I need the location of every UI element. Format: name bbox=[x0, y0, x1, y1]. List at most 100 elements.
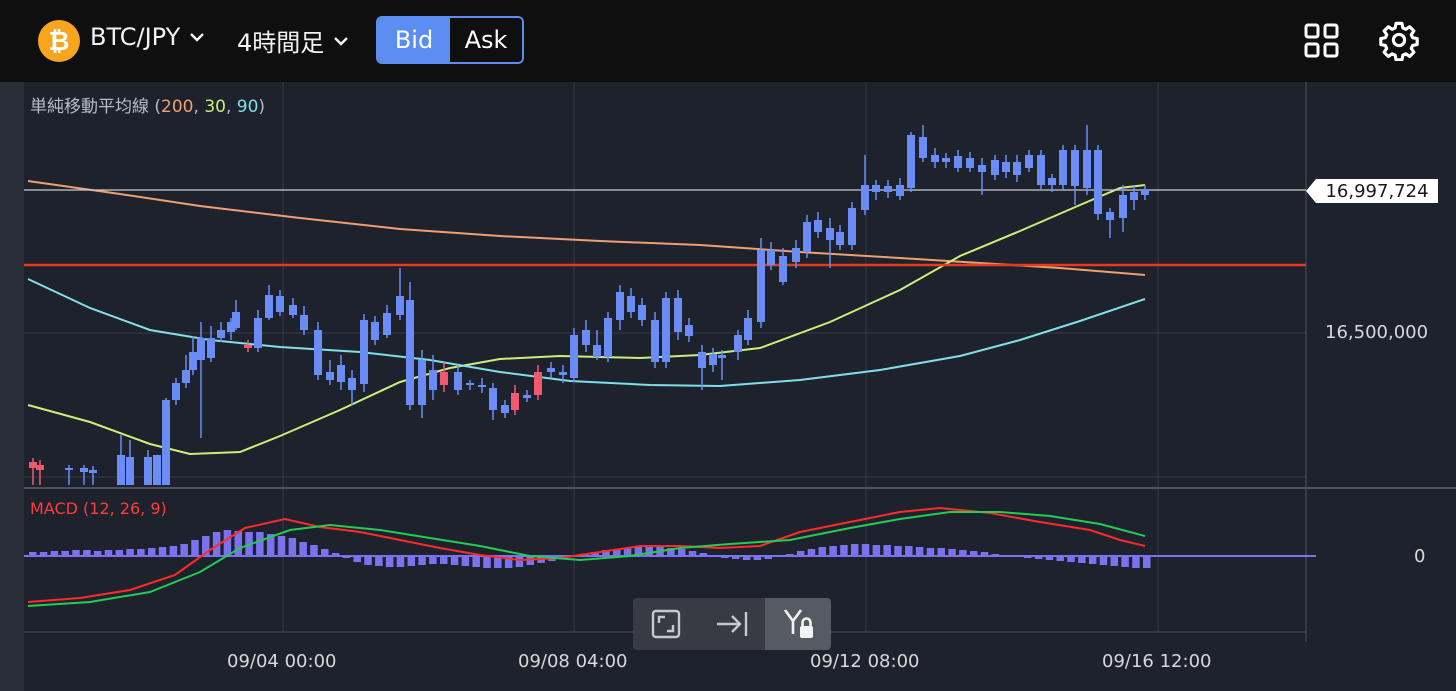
macd-histogram-bar bbox=[634, 547, 643, 556]
candle-body bbox=[931, 155, 939, 162]
timeframe-selector[interactable]: 4時間足 bbox=[237, 23, 350, 58]
macd-histogram-bar bbox=[61, 551, 69, 556]
candle-body bbox=[348, 378, 356, 390]
macd-histogram-bar bbox=[905, 546, 913, 556]
candle-body bbox=[836, 232, 844, 245]
macd-histogram-bar bbox=[72, 550, 80, 556]
candle-body bbox=[232, 312, 240, 328]
candle-body bbox=[406, 300, 414, 405]
macd-histogram-bar bbox=[1045, 556, 1054, 560]
macd-histogram-bar bbox=[1067, 556, 1075, 562]
candle-body bbox=[767, 250, 775, 265]
macd-histogram-bar bbox=[515, 556, 524, 567]
macd-histogram-bar bbox=[1110, 556, 1119, 566]
candle-body bbox=[547, 368, 555, 372]
grid-layout-icon[interactable] bbox=[1302, 21, 1342, 61]
candle-body bbox=[1130, 192, 1138, 200]
bitcoin-symbol: ₿ bbox=[48, 26, 70, 57]
macd-histogram-bar bbox=[483, 556, 491, 568]
macd-histogram-bar bbox=[959, 550, 967, 556]
candle-body bbox=[337, 365, 345, 382]
candle-body bbox=[803, 222, 811, 252]
macd-histogram-bar bbox=[191, 540, 199, 556]
macd-histogram-bar bbox=[223, 530, 232, 556]
macd-histogram-bar bbox=[504, 556, 513, 568]
candle-body bbox=[1013, 162, 1021, 175]
macd-histogram-bar bbox=[591, 552, 599, 556]
macd-histogram-bar bbox=[450, 556, 459, 565]
macd-histogram-bar bbox=[1132, 556, 1140, 568]
macd-histogram-bar bbox=[1056, 556, 1064, 561]
candle-body bbox=[265, 295, 273, 318]
candle-body bbox=[440, 372, 448, 385]
candle-body bbox=[1048, 178, 1056, 185]
pair-selector[interactable]: BTC/JPY bbox=[90, 23, 206, 51]
candle-body bbox=[489, 388, 497, 410]
macd-histogram-bar bbox=[104, 550, 113, 556]
y-axis-lock-icon[interactable] bbox=[765, 598, 831, 650]
macd-histogram-bar bbox=[137, 549, 145, 556]
macd-histogram-bar bbox=[50, 551, 59, 556]
bid-ask-toggle[interactable]: Bid Ask bbox=[376, 16, 524, 64]
time-axis-label: 09/16 12:00 bbox=[1102, 651, 1212, 672]
candle-body bbox=[991, 160, 999, 175]
macd-histogram-bar bbox=[353, 556, 361, 562]
sma-90-line bbox=[27, 278, 1146, 388]
candle-body bbox=[1119, 195, 1127, 218]
bitcoin-icon: ₿ bbox=[38, 20, 80, 62]
macd-histogram-bar bbox=[277, 536, 286, 556]
macd-histogram-bar bbox=[331, 553, 340, 556]
candle-body bbox=[674, 298, 682, 332]
sma-200-line bbox=[27, 180, 1146, 276]
macd-histogram-bar bbox=[126, 549, 134, 556]
candle-body bbox=[182, 370, 190, 383]
macd-histogram-bar bbox=[732, 556, 740, 559]
macd-histogram-bar bbox=[796, 551, 805, 556]
macd-histogram-bar bbox=[364, 556, 372, 565]
candle-body bbox=[954, 156, 962, 168]
bid-button[interactable]: Bid bbox=[378, 18, 450, 62]
macd-histogram-bar bbox=[764, 556, 772, 559]
candle-body bbox=[662, 298, 670, 362]
candle-body bbox=[36, 465, 44, 470]
macd-histogram-bar bbox=[1078, 556, 1086, 563]
candle-body bbox=[718, 355, 726, 358]
candle-body bbox=[792, 248, 800, 262]
macd-histogram-bar bbox=[840, 545, 848, 556]
gear-icon[interactable] bbox=[1378, 19, 1420, 62]
macd-histogram-bar bbox=[850, 544, 859, 556]
candle-body bbox=[942, 158, 950, 162]
price-axis-area bbox=[1306, 82, 1456, 691]
candle-body bbox=[896, 185, 904, 196]
candle-body bbox=[779, 256, 787, 282]
sma-30-line bbox=[27, 184, 1146, 456]
macd-histogram-bar bbox=[418, 556, 426, 565]
time-axis-label: 09/12 08:00 bbox=[810, 651, 920, 672]
sma-period-200: 200 bbox=[161, 97, 194, 117]
candle-body bbox=[638, 305, 646, 320]
candle-body bbox=[89, 470, 97, 473]
macd-histogram-bar bbox=[894, 546, 902, 556]
candle-body bbox=[709, 354, 717, 365]
candle-body bbox=[207, 338, 215, 358]
macd-histogram-bar bbox=[1088, 556, 1097, 564]
macd-histogram-bar bbox=[310, 545, 318, 556]
candle-body bbox=[884, 186, 892, 192]
ask-button[interactable]: Ask bbox=[450, 18, 522, 62]
macd-histogram-bar bbox=[980, 552, 989, 556]
macd-histogram-bar bbox=[266, 534, 275, 556]
sma-name: 単純移動平均線 bbox=[30, 97, 149, 117]
price-axis-tick: 16,500,000 bbox=[1325, 322, 1429, 343]
candle-body bbox=[1083, 150, 1091, 188]
sma-period-30: 30 bbox=[204, 97, 226, 117]
macd-histogram-bar bbox=[1034, 556, 1043, 559]
candle-body bbox=[848, 208, 856, 245]
macd-histogram-bar bbox=[472, 556, 480, 567]
candle-body bbox=[80, 468, 88, 472]
fullscreen-icon[interactable] bbox=[633, 598, 699, 650]
macd-histogram-bar bbox=[872, 545, 881, 556]
candle-body bbox=[814, 220, 822, 232]
scroll-to-latest-icon[interactable] bbox=[699, 598, 765, 650]
candle-body bbox=[418, 360, 426, 405]
macd-histogram-bar bbox=[321, 549, 329, 556]
